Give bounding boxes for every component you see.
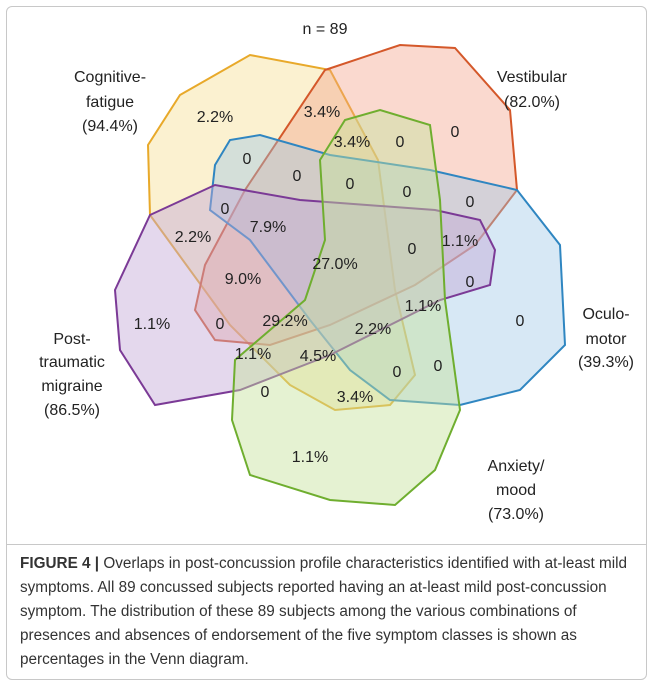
set-label: mood [496,482,536,499]
region-label: 0 [396,134,405,151]
region-label: 4.5% [300,348,336,365]
region-label: 1.1% [405,298,441,315]
n-label: n = 89 [303,21,348,38]
region-label: 0 [516,313,525,330]
region-label: 2.2% [355,321,391,338]
set-label: Oculo- [582,306,629,323]
region-label: 0 [408,241,417,258]
separator [6,544,647,545]
region-label: 7.9% [250,219,286,236]
region-label: 0 [216,316,225,333]
set-label: Post- [53,331,90,348]
set-label: migraine [41,378,102,395]
region-label: 2.2% [175,229,211,246]
region-label: 2.2% [197,109,233,126]
region-label: 3.4% [337,389,373,406]
set-label: Vestibular [497,69,568,86]
region-label: 0 [434,358,443,375]
region-label: 0 [221,201,230,218]
set-label: (86.5%) [44,402,100,419]
region-label: 0 [451,124,460,141]
region-label: 0 [293,168,302,185]
region-label: 0 [346,176,355,193]
set-cognitive [146,53,417,412]
caption-label: FIGURE 4 | [20,555,100,572]
region-label: 27.0% [312,256,357,273]
set-label: motor [586,331,628,348]
region-label: 29.2% [262,313,307,330]
region-label: 1.1% [134,316,170,333]
region-label: 0 [403,184,412,201]
region-label: 3.4% [334,134,370,151]
set-vestibular [193,43,519,347]
region-label: 3.4% [304,104,340,121]
set-label: (94.4%) [82,118,138,135]
region-label: 1.1% [235,346,271,363]
set-label: Cognitive- [74,69,146,86]
region-label: 1.1% [442,233,478,250]
set-label: fatigue [86,94,134,111]
region-label: 0 [393,364,402,381]
region-label: 0 [243,151,252,168]
set-label: traumatic [39,354,105,371]
figure-frame [6,6,647,680]
region-label: 0 [261,384,270,401]
set-oculomotor [208,133,567,407]
set-label: (39.3%) [578,354,634,371]
venn-diagram: n = 89 Cognitive-fatigue (94.4%) Vestibula… [39,21,634,523]
caption: FIGURE 4 | Overlaps in post-concussion p… [20,552,640,672]
region-label: 9.0% [225,271,261,288]
region-label: 0 [466,274,475,291]
region-label: 0 [466,194,475,211]
caption-text: Overlaps in post-concussion profile char… [20,555,628,668]
set-anxiety [230,108,462,507]
region-label: 1.1% [292,449,328,466]
set-label: Anxiety/ [488,458,545,475]
set-label: (82.0%) [504,94,560,111]
set-label: (73.0%) [488,506,544,523]
